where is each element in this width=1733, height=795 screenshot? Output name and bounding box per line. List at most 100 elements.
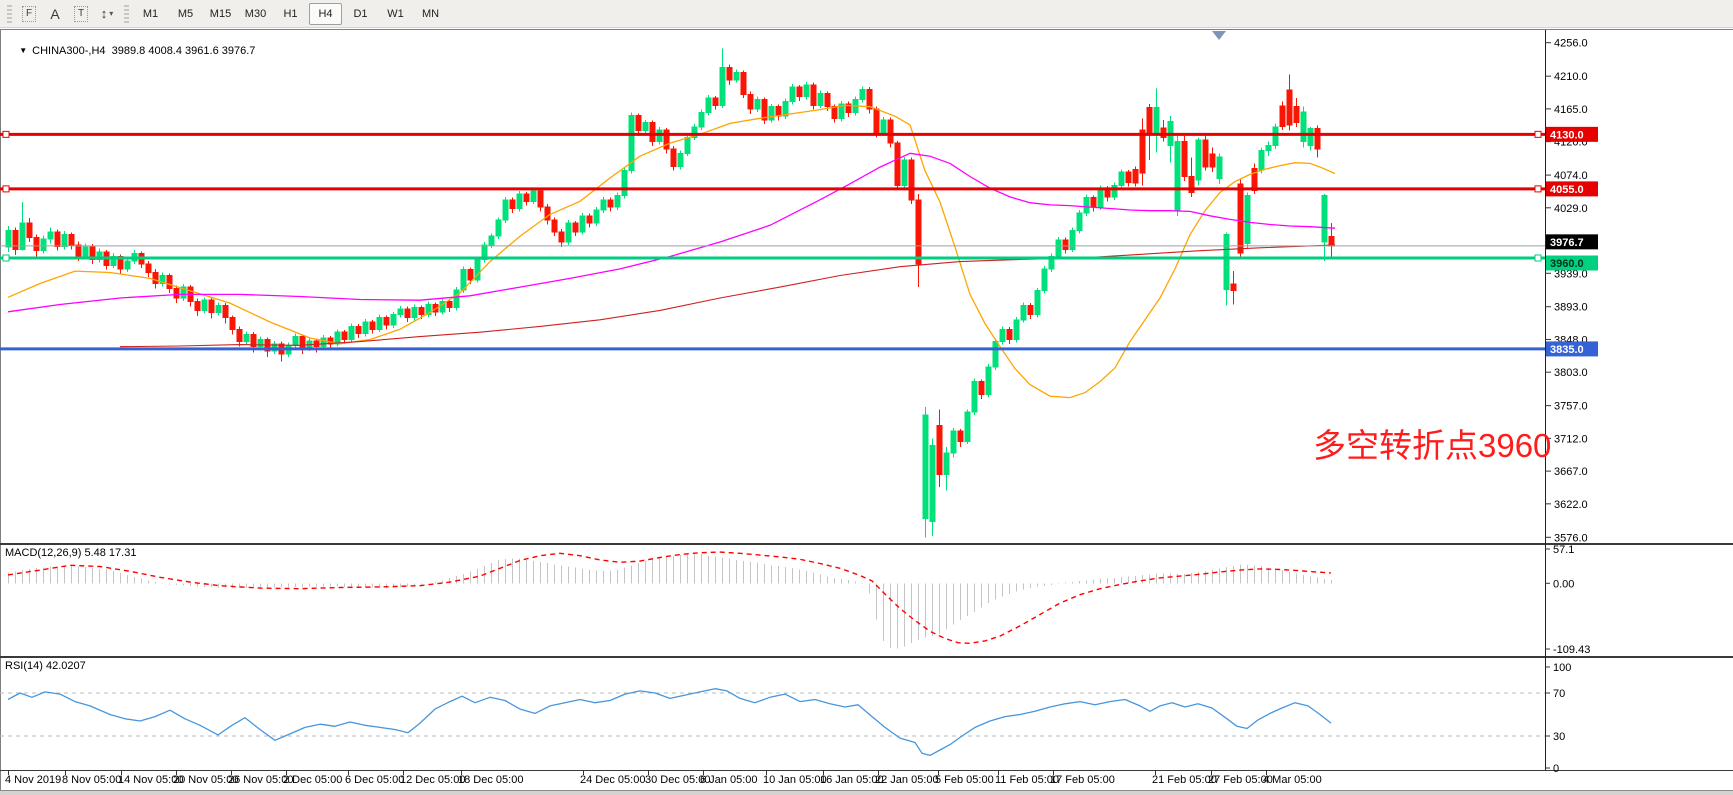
candle-body [593, 209, 600, 224]
candle-body [1076, 212, 1083, 231]
candle-body [1195, 139, 1202, 181]
candle-body [320, 337, 327, 348]
candle-body [614, 194, 621, 208]
candle-body [719, 66, 726, 106]
candle-body [978, 381, 985, 396]
candle-body [698, 112, 705, 128]
candle-body [607, 199, 614, 208]
price-tick-label: 3622.0 [1554, 499, 1588, 511]
candle-body [712, 97, 719, 106]
time-axis[interactable] [8, 770, 1267, 775]
toolbar-grip[interactable] [7, 4, 12, 23]
candle-body [922, 414, 929, 519]
candle-body [992, 341, 999, 368]
timeframe-h1-button[interactable]: H1 [283, 7, 298, 20]
candle-body [964, 411, 971, 442]
time-tick-label: 4 Mar 05:00 [1263, 774, 1322, 786]
time-tick-label: 26 Nov 05:00 [228, 774, 293, 786]
candle-body [1216, 156, 1223, 180]
macd-signal-line [7, 551, 1332, 645]
timeframe-m5-button[interactable]: M5 [177, 7, 194, 20]
candle-body [341, 331, 348, 340]
candle-body [19, 222, 26, 250]
candle-body [152, 272, 159, 284]
candle-body [404, 308, 411, 319]
fibonacci-icon[interactable]: F [17, 4, 41, 24]
candle-body [1160, 127, 1167, 138]
candle-body [565, 222, 572, 243]
candle-body [1202, 139, 1209, 168]
candle-body [1307, 128, 1314, 146]
candle-body [957, 430, 964, 442]
candle-body [33, 237, 40, 252]
candle-body [418, 306, 425, 316]
candle-body [383, 317, 390, 326]
price-tag-4055 [1546, 181, 1598, 197]
candle-body [1321, 194, 1328, 243]
timeframe-h4-button[interactable]: H4 [309, 2, 342, 25]
candle-body [1146, 106, 1153, 136]
candle-body [663, 129, 670, 150]
candle-body [446, 301, 453, 308]
candle-body [1020, 304, 1027, 321]
time-tick-label: 4 Nov 2019 [5, 774, 61, 786]
candle-body [166, 274, 173, 290]
hline-handle[interactable] [2, 130, 10, 138]
hline-handle[interactable] [2, 185, 10, 193]
time-tick-label: 17 Feb 05:00 [1050, 774, 1115, 786]
candle-body [82, 246, 89, 258]
candle-body [1258, 149, 1265, 171]
candle-body [586, 215, 593, 224]
macd-tick-label: 57.1 [1553, 544, 1574, 556]
timeframe-m30-button[interactable]: M30 [244, 7, 267, 20]
candle-body [985, 366, 992, 396]
candle-body [355, 325, 362, 335]
candle-body [621, 170, 628, 196]
price-tick-label: 4074.0 [1554, 170, 1588, 182]
candle-body [1174, 141, 1181, 212]
candle-body [397, 308, 404, 316]
candle-body [1139, 129, 1146, 174]
hline-handle[interactable] [2, 254, 10, 262]
candle-body [376, 317, 383, 330]
price-tag-3835 [1546, 341, 1598, 357]
candle-body [880, 119, 887, 134]
hline-handle[interactable] [1534, 185, 1542, 193]
text-label-icon[interactable]: T [69, 4, 93, 24]
candle-body [649, 122, 656, 143]
candle-body [47, 231, 54, 240]
price-tick-label: 4256.0 [1554, 38, 1588, 50]
candle-body [208, 299, 215, 314]
timeframe-m1-button[interactable]: M1 [142, 7, 159, 20]
candle-body [677, 152, 684, 167]
hline-handle[interactable] [1534, 130, 1542, 138]
candle-body [915, 199, 922, 265]
arrows-icon[interactable]: ↕ ▾ [100, 6, 114, 21]
chart-annotation-text[interactable]: 多空转折点3960 [1313, 427, 1552, 464]
candle-body [782, 101, 789, 117]
candle-body [1034, 290, 1041, 316]
timeframe-mn-button[interactable]: MN [421, 7, 440, 20]
chart-dropdown-icon[interactable]: ▼ [19, 46, 28, 55]
timeframe-w1-button[interactable]: W1 [387, 7, 404, 20]
candle-body [523, 193, 530, 202]
candle-body [229, 317, 236, 330]
price-tag-3960 [1546, 255, 1598, 271]
hline-handle[interactable] [1534, 254, 1542, 262]
text-icon[interactable]: A [50, 5, 60, 22]
candle-body [796, 86, 803, 98]
candle-body [495, 219, 502, 237]
dropdown-caret-icon: ▾ [109, 9, 114, 18]
candle-body [908, 159, 915, 201]
timeframe-d1-button[interactable]: D1 [353, 7, 368, 20]
svg-text:3835.0: 3835.0 [1550, 344, 1584, 356]
macd-indicator-label: MACD(12,26,9) 5.48 17.31 [5, 547, 137, 559]
candle-body [1188, 176, 1195, 194]
candle-body [733, 72, 740, 81]
candle-body [705, 97, 712, 114]
toolbar-grip[interactable] [124, 4, 129, 23]
candle-body [1013, 319, 1020, 340]
timeframe-m15-button[interactable]: M15 [209, 7, 232, 20]
candle-body [362, 321, 369, 335]
